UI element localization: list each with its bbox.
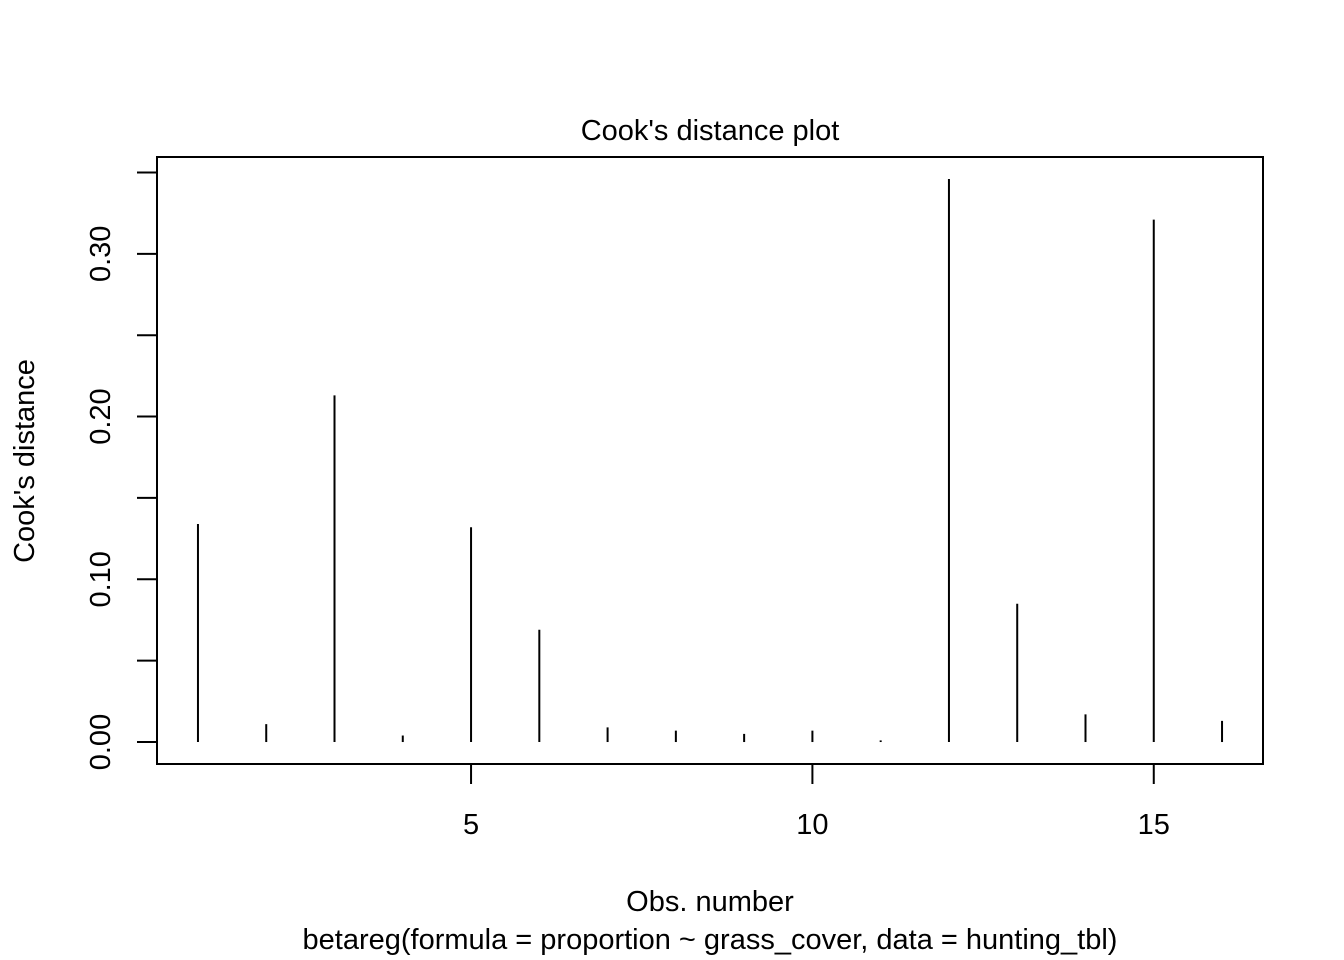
y-axis: 0.00 0.10 0.20 0.30 <box>85 171 158 770</box>
plot-frame <box>156 156 1264 765</box>
x-tick-label: 5 <box>463 809 479 841</box>
bars-group <box>196 178 1224 743</box>
y-axis-label: Cook's distance <box>9 359 41 563</box>
x-axis: 5 10 15 <box>463 763 1170 841</box>
y-tick-label: 0.00 <box>85 714 117 770</box>
chart-title: Cook's distance plot <box>581 115 840 147</box>
x-axis-label: Obs. number <box>626 886 794 918</box>
y-tick-label: 0.30 <box>85 226 117 282</box>
x-tick-label: 10 <box>796 809 828 841</box>
x-tick-label: 15 <box>1138 809 1170 841</box>
chart-subtitle: betareg(formula = proportion ~ grass_cov… <box>303 924 1118 956</box>
y-tick-label: 0.10 <box>85 551 117 607</box>
y-tick-label: 0.20 <box>85 388 117 444</box>
